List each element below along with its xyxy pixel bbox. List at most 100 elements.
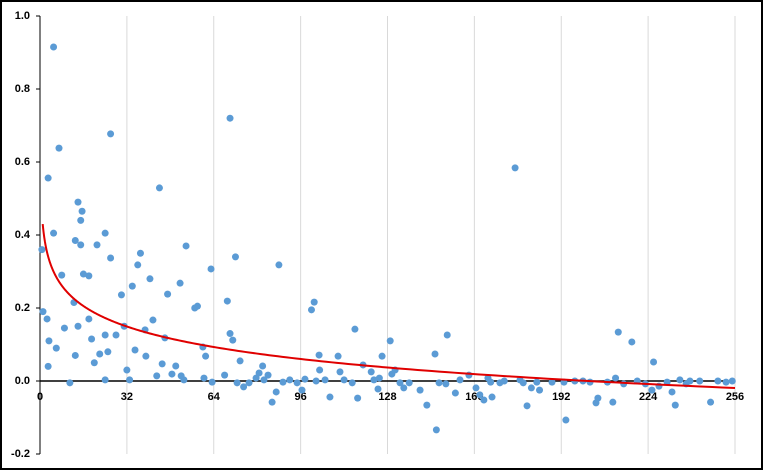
- point: [268, 398, 276, 406]
- y-tick-label: 0.8: [15, 83, 30, 95]
- point: [614, 328, 622, 336]
- point: [78, 207, 86, 215]
- point: [312, 377, 320, 385]
- point: [168, 370, 176, 378]
- y-tick-label: 1.0: [15, 10, 30, 22]
- point: [90, 359, 98, 367]
- point: [60, 324, 68, 332]
- point: [310, 298, 318, 306]
- point: [85, 272, 93, 280]
- point: [301, 375, 309, 383]
- point: [260, 376, 268, 384]
- point: [255, 369, 263, 377]
- point: [548, 378, 556, 386]
- point: [354, 394, 362, 402]
- point: [88, 335, 96, 343]
- point: [208, 378, 216, 386]
- point: [423, 401, 431, 409]
- point: [77, 216, 85, 224]
- point: [272, 388, 280, 396]
- point: [307, 306, 315, 314]
- point: [488, 393, 496, 401]
- point: [50, 229, 58, 237]
- point: [400, 384, 408, 392]
- point: [456, 376, 464, 384]
- point: [233, 379, 241, 387]
- point: [101, 376, 109, 384]
- y-tick-label: 0.4: [15, 229, 31, 241]
- point: [315, 351, 323, 359]
- point: [523, 402, 531, 410]
- y-tick-label: -0.2: [11, 448, 30, 460]
- x-tick-label: 32: [121, 391, 133, 403]
- point: [155, 184, 163, 192]
- point: [231, 253, 239, 261]
- point: [351, 325, 359, 333]
- point: [74, 322, 82, 330]
- point: [334, 352, 342, 360]
- point: [146, 275, 154, 283]
- point: [321, 376, 329, 384]
- point: [44, 174, 52, 182]
- point: [153, 372, 161, 380]
- x-tick-label: 256: [726, 391, 744, 403]
- point: [96, 350, 104, 358]
- point: [71, 236, 79, 244]
- point: [374, 385, 382, 393]
- point: [435, 379, 443, 387]
- point: [480, 396, 488, 404]
- point: [416, 386, 424, 394]
- point: [85, 315, 93, 323]
- point: [650, 358, 658, 366]
- point: [74, 198, 82, 206]
- point: [279, 378, 287, 386]
- point: [286, 376, 294, 384]
- point: [663, 378, 671, 386]
- point: [226, 114, 234, 122]
- y-tick-label: 0.2: [15, 302, 30, 314]
- point: [487, 378, 495, 386]
- point: [728, 377, 736, 385]
- point: [594, 394, 602, 402]
- point: [714, 377, 722, 385]
- x-tick-label: 224: [639, 391, 658, 403]
- point: [123, 366, 131, 374]
- point: [316, 366, 324, 374]
- point: [500, 377, 508, 385]
- point: [293, 379, 301, 387]
- point: [131, 346, 139, 354]
- point: [432, 426, 440, 434]
- x-tick-label: 128: [378, 391, 396, 403]
- point: [142, 352, 150, 360]
- point: [451, 389, 459, 397]
- point: [707, 398, 715, 406]
- point: [101, 331, 109, 339]
- point: [348, 379, 356, 387]
- point: [696, 377, 704, 385]
- point: [375, 374, 383, 382]
- point: [472, 384, 480, 392]
- point: [686, 377, 694, 385]
- point: [117, 291, 125, 299]
- point: [202, 352, 210, 360]
- point: [609, 398, 617, 406]
- point: [236, 357, 244, 365]
- point: [396, 379, 404, 387]
- point: [476, 391, 484, 399]
- point: [533, 378, 541, 386]
- point: [180, 376, 188, 384]
- x-tick-label: 64: [208, 391, 221, 403]
- point: [405, 379, 413, 387]
- point: [182, 242, 190, 250]
- point: [158, 360, 166, 368]
- point: [149, 316, 157, 324]
- point: [628, 338, 636, 346]
- y-tick-label: 0.6: [15, 156, 30, 168]
- point: [172, 362, 180, 370]
- point: [527, 384, 535, 392]
- point: [107, 130, 115, 138]
- point: [200, 374, 208, 382]
- point: [298, 386, 306, 394]
- x-tick-label: 96: [295, 391, 307, 403]
- trendline: [41, 223, 736, 389]
